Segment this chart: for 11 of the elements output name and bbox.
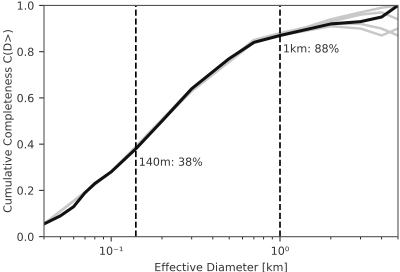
y-axis-title: Cumulative Completeness C(D>) [3,30,14,212]
ref-line-label: 140m: 38% [140,157,202,166]
y-tick-label: 0.4 [17,140,34,149]
x-tick-label: 10⁻¹ [100,246,123,255]
y-tick-label: 0.0 [17,232,34,242]
y-tick-label: 0.8 [17,48,34,56]
y-tick-label: 1.0 [18,1,34,10]
y-tick-label: 0.2 [17,186,34,195]
ref-line-label: 1km: 88% [284,44,339,53]
y-tick-label: 0.6 [17,94,34,102]
x-tick-label: 10⁰ [272,246,289,255]
